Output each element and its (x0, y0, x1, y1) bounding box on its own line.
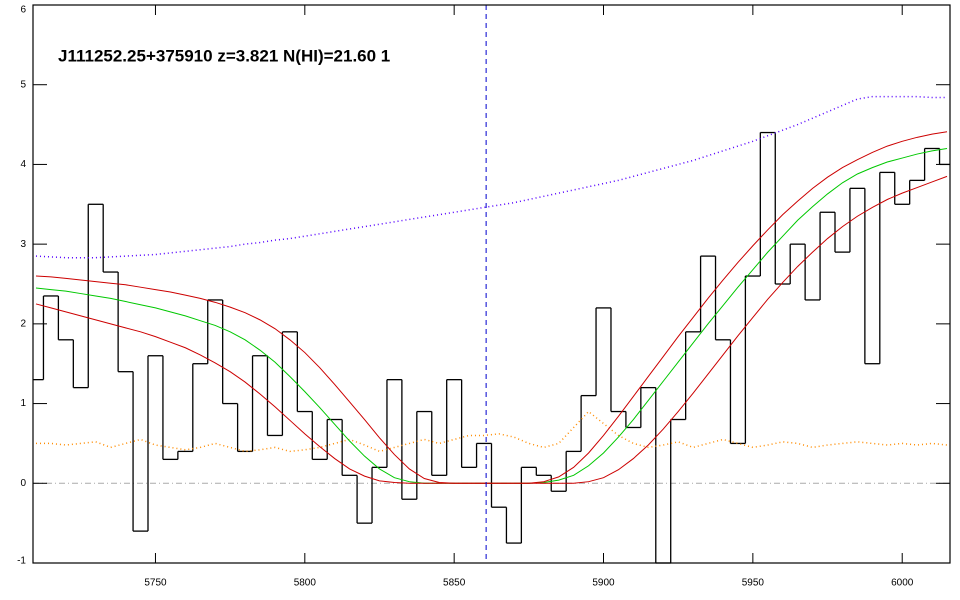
series-line (35, 410, 948, 453)
y-tick-label: 1 (20, 398, 26, 409)
y-tick-label: 0 (20, 478, 26, 489)
flux-step-connectors (42, 132, 941, 563)
x-tick-label: 5750 (144, 578, 167, 589)
y-tick-label: 6 (20, 5, 26, 16)
y-tick-label: -1 (17, 556, 26, 567)
y-tick-label: 3 (20, 239, 26, 250)
series-line (35, 95, 948, 259)
x-tick-label: 5900 (592, 578, 615, 589)
y-tick-label: 4 (20, 159, 26, 170)
x-tick-label: 6000 (891, 578, 914, 589)
series-line (35, 131, 948, 484)
y-tick-label: 2 (20, 318, 26, 329)
series-line (35, 147, 948, 484)
chart-title: J111252.25+375910 z=3.821 N(HI)=21.60 1 (58, 46, 390, 65)
y-tick-label: 5 (20, 79, 26, 90)
plot-frame (32, 4, 951, 564)
x-tick-label: 5800 (294, 578, 317, 589)
series-line (35, 175, 948, 484)
x-tick-label: 5950 (742, 578, 765, 589)
x-tick-label: 5850 (443, 578, 466, 589)
